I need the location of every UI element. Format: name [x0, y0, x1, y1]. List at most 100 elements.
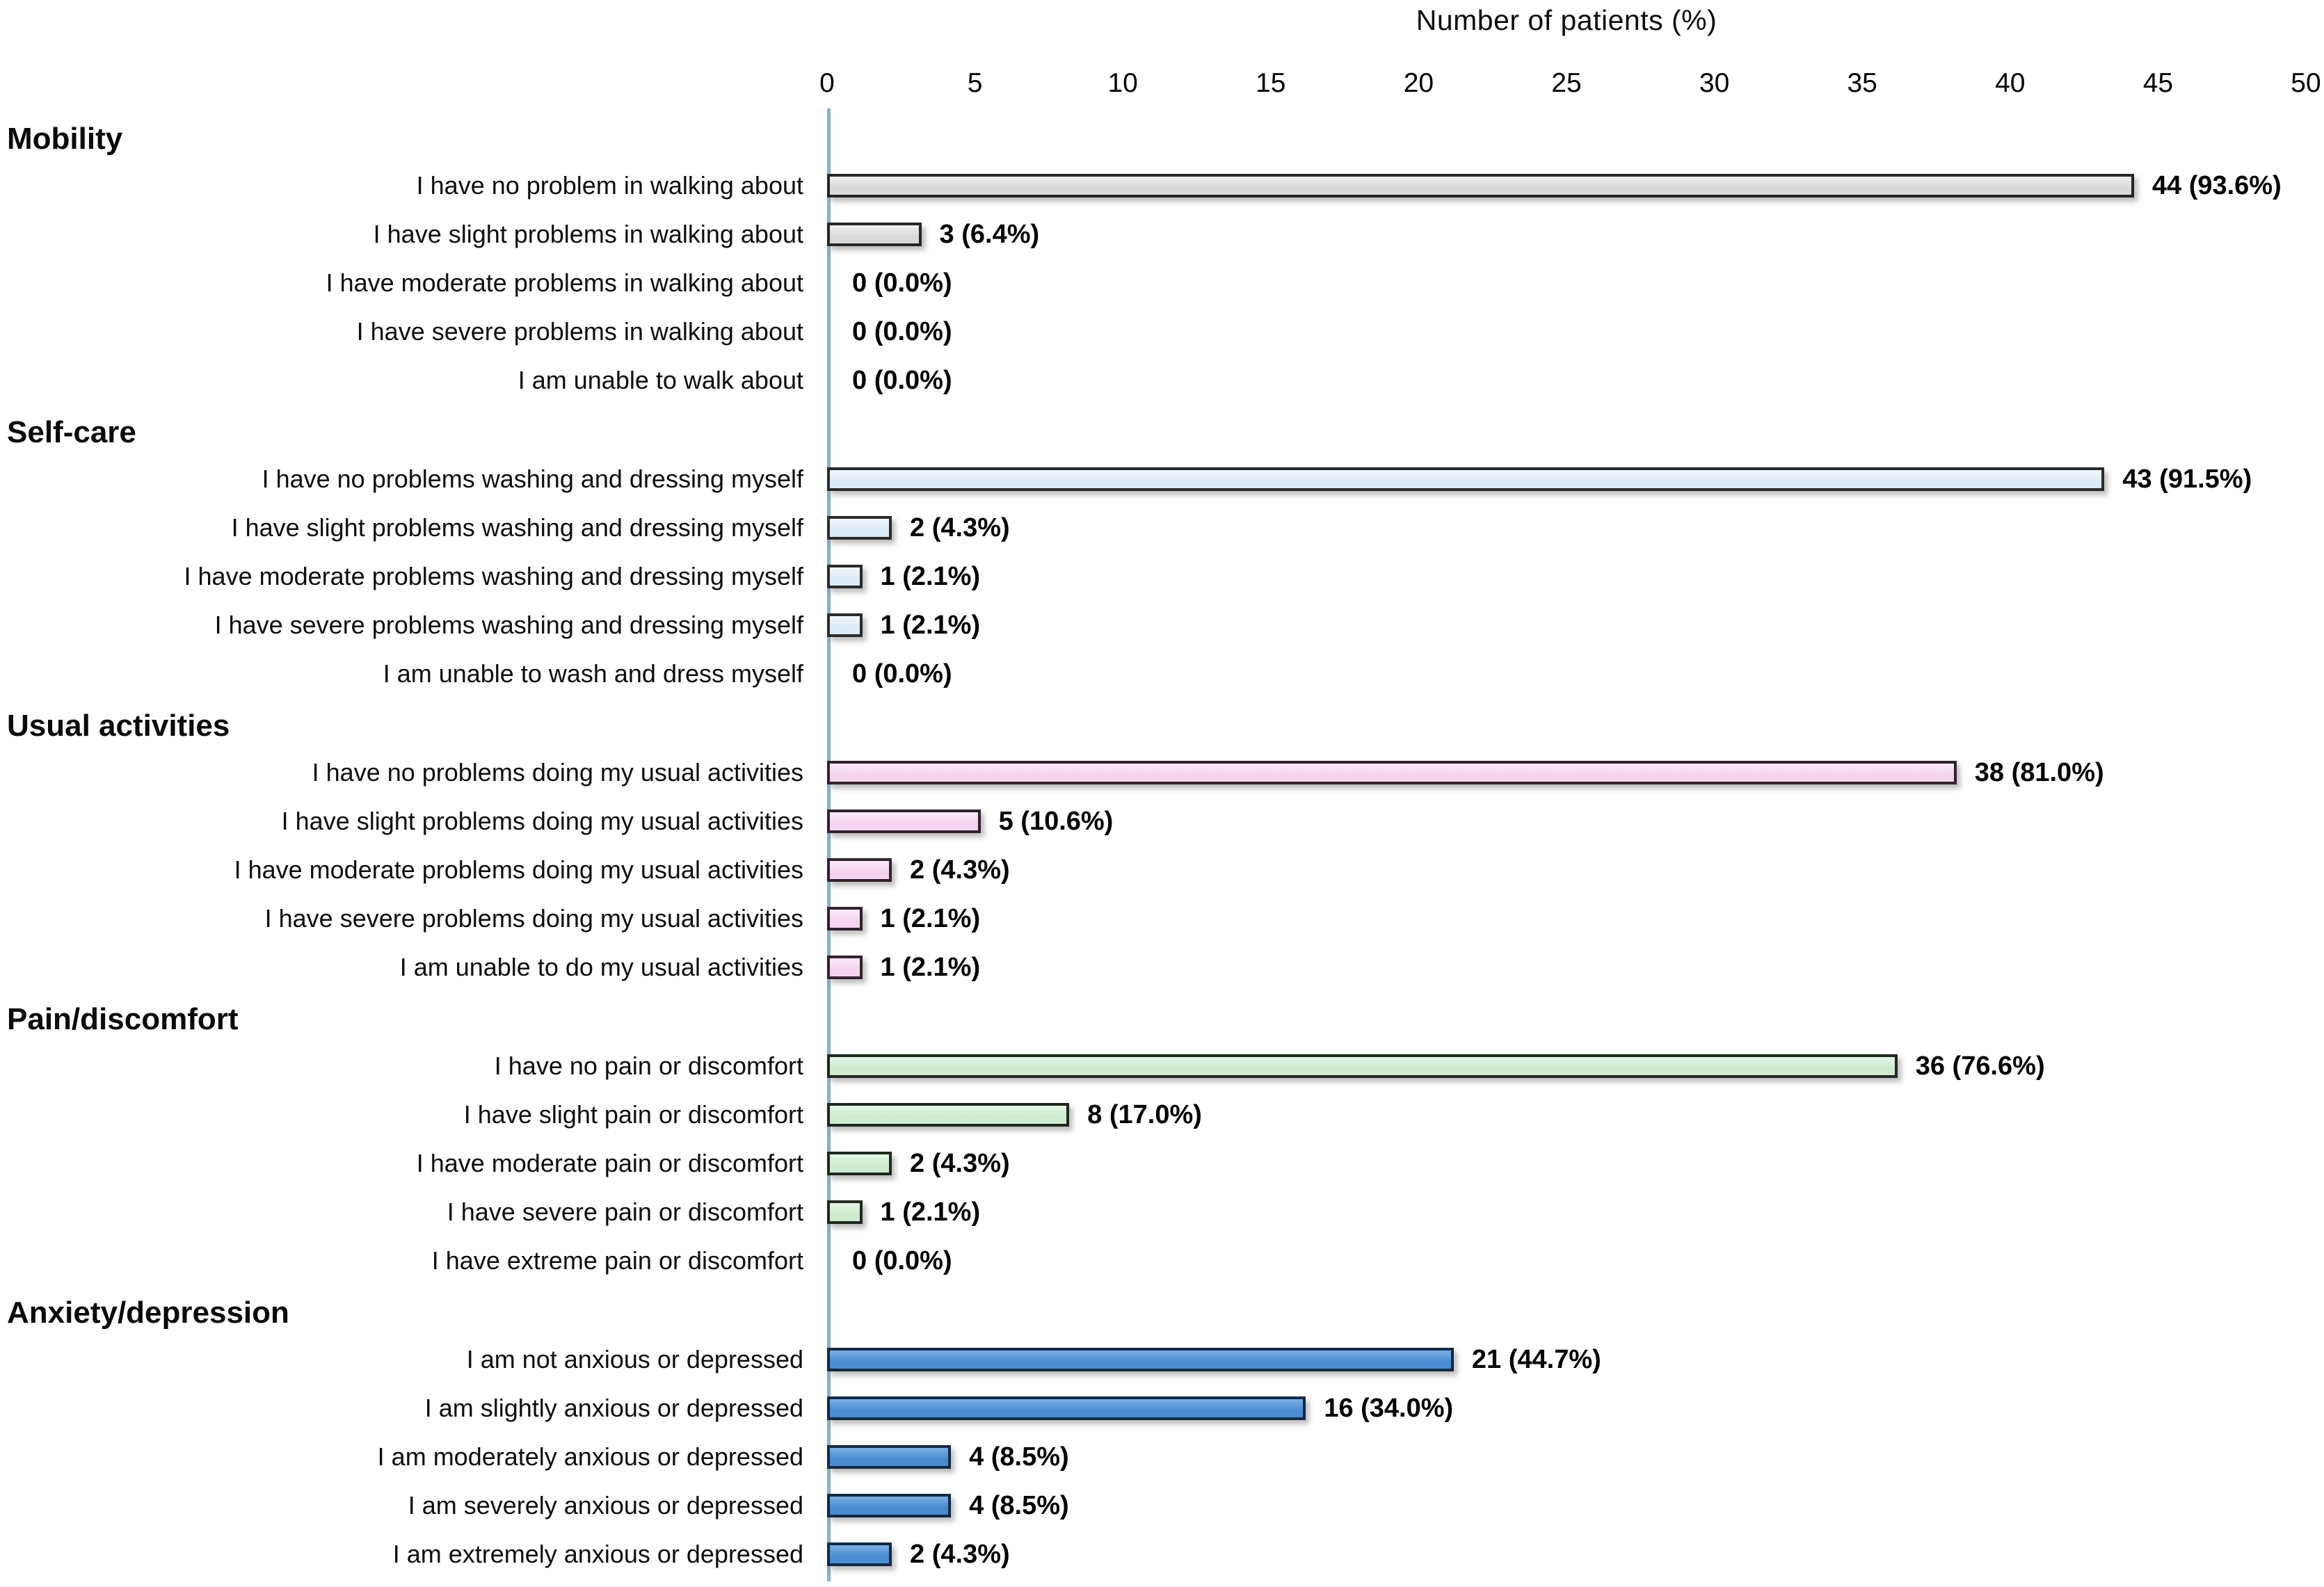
x-axis-tick: 10 [1107, 68, 1138, 98]
row-label: I have severe problems washing and dress… [214, 611, 803, 639]
value-label: 1 (2.1%) [880, 952, 981, 982]
value-label: 5 (10.6%) [998, 806, 1114, 836]
bar-row: I have moderate problems washing and dre… [0, 552, 2324, 601]
bar-row: I have moderate problems doing my usual … [0, 846, 2324, 894]
bar-row: I am not anxious or depressed 21 (44.7%) [0, 1335, 2324, 1384]
bar [827, 1152, 892, 1175]
x-axis-tick: 0 [819, 68, 835, 98]
x-axis-tick: 35 [1847, 68, 1877, 98]
bar-row: I am extremely anxious or depressed 2 (4.… [0, 1530, 2324, 1579]
row-label: I am moderately anxious or depressed [377, 1442, 803, 1471]
bar-row: I have no problem in walking about 44 (93… [0, 161, 2324, 210]
x-axis-tick: 25 [1551, 68, 1582, 98]
value-label: 1 (2.1%) [880, 1197, 981, 1227]
bar-row: I have no pain or discomfort 36 (76.6%) [0, 1042, 2324, 1090]
section-header-self-care: Self-care [7, 415, 136, 449]
value-label: 1 (2.1%) [880, 610, 981, 640]
bar-zone: 8 (17.0%) [827, 1090, 2306, 1139]
bar-row: I am moderately anxious or depressed 4 (8… [0, 1433, 2324, 1481]
row-label: I have severe problems doing my usual ac… [264, 904, 803, 933]
row-label: I have moderate problems doing my usual … [234, 855, 803, 884]
bar [827, 516, 892, 540]
bar [827, 467, 2105, 491]
value-label: 2 (4.3%) [910, 513, 1010, 542]
bar-zone: 43 (91.5%) [827, 455, 2306, 504]
bar [827, 223, 922, 246]
x-axis-tick: 50 [2291, 68, 2321, 98]
value-label: 4 (8.5%) [969, 1490, 1069, 1520]
value-label: 2 (4.3%) [910, 1148, 1010, 1178]
row-label: I have severe pain or discomfort [447, 1198, 803, 1226]
row-label: I am extremely anxious or depressed [392, 1540, 803, 1568]
bar-zone: 0 (0.0%) [827, 650, 2306, 698]
y-axis-line [827, 108, 831, 1581]
section-header-mobility: Mobility [7, 122, 123, 156]
bar-zone: 1 (2.1%) [827, 1188, 2306, 1236]
bar-zone: 3 (6.4%) [827, 210, 2306, 259]
bar-zone: 2 (4.3%) [827, 1139, 2306, 1188]
bar-zone: 0 (0.0%) [827, 307, 2306, 356]
bar-zone: 4 (8.5%) [827, 1433, 2306, 1481]
bar-row: I have extreme pain or discomfort 0 (0.0%… [0, 1236, 2324, 1285]
row-label: I have extreme pain or discomfort [431, 1246, 803, 1275]
row-label: I have slight problems in walking about [373, 220, 803, 248]
value-label: 1 (2.1%) [880, 561, 981, 591]
bar-zone: 0 (0.0%) [827, 1236, 2306, 1285]
row-label: I have slight pain or discomfort [463, 1100, 803, 1129]
bar-zone: 0 (0.0%) [827, 259, 2306, 307]
value-label: 0 (0.0%) [852, 659, 952, 688]
row-label: I am unable to walk about [518, 366, 803, 394]
bar-row: I have severe problems washing and dress… [0, 601, 2324, 650]
value-label: 38 (81.0%) [1974, 757, 2104, 787]
bar [827, 613, 863, 637]
bar-row: I have moderate pain or discomfort 2 (4.3… [0, 1139, 2324, 1188]
row-label: I have moderate pain or discomfort [416, 1149, 803, 1177]
x-axis-tick: 20 [1403, 68, 1434, 98]
bar-row: I have moderate problems in walking abou… [0, 259, 2324, 307]
row-label: I have no problem in walking about [416, 171, 803, 200]
row-label: I have slight problems doing my usual ac… [281, 807, 803, 835]
row-label: I have slight problems washing and dress… [231, 513, 803, 542]
bar [827, 956, 863, 979]
bar-zone: 4 (8.5%) [827, 1481, 2306, 1530]
bar [827, 1445, 952, 1469]
bar [827, 761, 1957, 784]
bar-zone: 21 (44.7%) [827, 1335, 2306, 1384]
bar [827, 858, 892, 882]
bar [827, 809, 981, 833]
section-header-usual-activities: Usual activities [7, 709, 230, 743]
x-axis-tick: 40 [1995, 68, 2026, 98]
bar-zone: 1 (2.1%) [827, 894, 2306, 943]
bar-row: I am unable to do my usual activities 1 (… [0, 943, 2324, 992]
row-label: I am severely anxious or depressed [408, 1491, 803, 1520]
value-label: 0 (0.0%) [852, 316, 952, 346]
x-axis-title: Number of patients (%) [1416, 4, 1717, 36]
bar-row: I have slight pain or discomfort 8 (17.0%… [0, 1090, 2324, 1139]
bar-row: I am unable to wash and dress myself 0 (0… [0, 650, 2324, 698]
value-label: 0 (0.0%) [852, 365, 952, 395]
bar-row: I have severe problems in walking about 0… [0, 307, 2324, 356]
row-label: I have no problems washing and dressing … [262, 465, 803, 493]
bar-zone: 44 (93.6%) [827, 161, 2306, 210]
bar-row: I have severe pain or discomfort 1 (2.1%) [0, 1188, 2324, 1236]
value-label: 0 (0.0%) [852, 268, 952, 298]
bar-row: I am unable to walk about 0 (0.0%) [0, 356, 2324, 405]
row-label: I have severe problems in walking about [356, 317, 803, 346]
section-header-pain-discomfort: Pain/discomfort [7, 1002, 239, 1036]
value-label: 43 (91.5%) [2122, 464, 2252, 494]
bar-zone: 1 (2.1%) [827, 552, 2306, 601]
row-label: I am unable to do my usual activities [399, 953, 803, 981]
bar-zone: 0 (0.0%) [827, 356, 2306, 405]
bar [827, 1494, 952, 1517]
bar-zone: 16 (34.0%) [827, 1384, 2306, 1433]
bar [827, 174, 2134, 198]
bar-row: I have slight problems doing my usual ac… [0, 797, 2324, 846]
bar [827, 1054, 1898, 1078]
bar [827, 1348, 1454, 1371]
bar-row: I have no problems washing and dressing … [0, 455, 2324, 504]
value-label: 2 (4.3%) [910, 1539, 1010, 1569]
value-label: 21 (44.7%) [1471, 1344, 1601, 1374]
value-label: 44 (93.6%) [2151, 170, 2282, 200]
bar [827, 1396, 1306, 1420]
bar [827, 1103, 1070, 1127]
